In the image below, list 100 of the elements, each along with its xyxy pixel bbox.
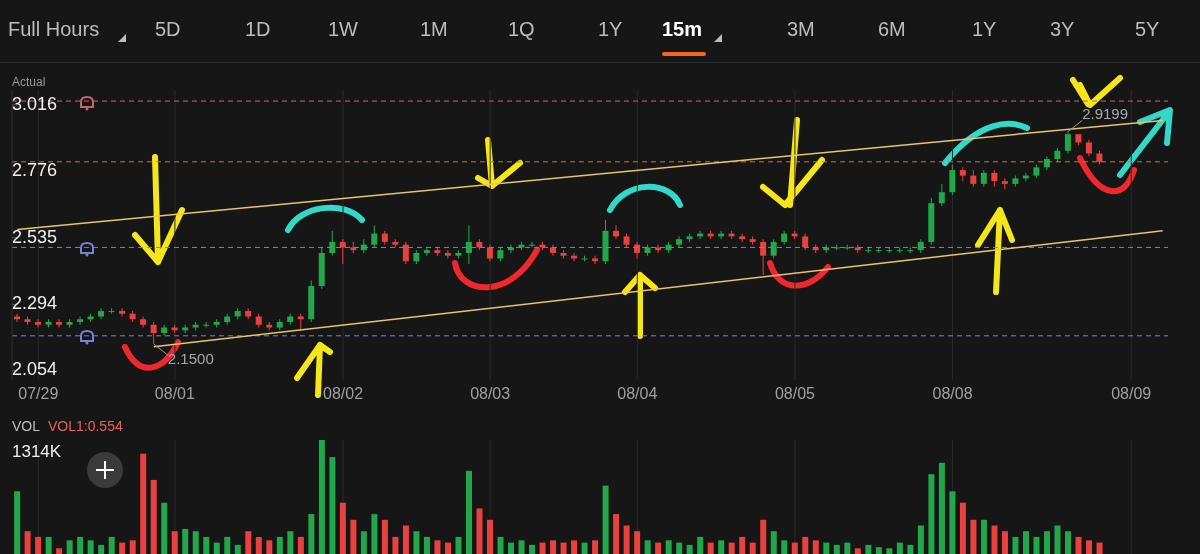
bar bbox=[350, 519, 357, 554]
text: 6M bbox=[878, 18, 906, 41]
bar bbox=[234, 544, 241, 554]
x-tick-label: 08/08 bbox=[932, 385, 973, 403]
bar bbox=[518, 540, 525, 554]
text: 3M bbox=[787, 18, 815, 41]
candlestick bbox=[161, 324, 168, 337]
bar bbox=[1001, 531, 1008, 554]
candlestick bbox=[339, 238, 346, 265]
bar bbox=[655, 542, 662, 554]
bar bbox=[718, 540, 725, 554]
bar bbox=[213, 542, 220, 554]
candlestick bbox=[465, 224, 472, 265]
bar bbox=[812, 540, 819, 554]
candlestick bbox=[140, 315, 147, 329]
candlestick bbox=[371, 224, 378, 248]
bar bbox=[360, 531, 367, 554]
bar bbox=[728, 542, 735, 554]
bar bbox=[487, 519, 494, 554]
bar bbox=[87, 540, 94, 554]
bar bbox=[402, 525, 409, 554]
bar bbox=[592, 540, 599, 554]
bar bbox=[539, 542, 546, 554]
annotation: 2.9199 bbox=[1082, 105, 1129, 123]
bar bbox=[381, 519, 388, 554]
bar bbox=[434, 540, 441, 554]
candlestick bbox=[760, 238, 767, 276]
bar bbox=[161, 502, 168, 554]
candlestick bbox=[949, 164, 956, 196]
bar bbox=[255, 536, 262, 554]
x-tick-label: 07/29 bbox=[18, 385, 59, 403]
bar bbox=[865, 544, 872, 554]
candlestick bbox=[676, 235, 683, 248]
bar bbox=[581, 542, 588, 554]
text: Full Hours bbox=[8, 18, 100, 41]
bar bbox=[959, 502, 966, 554]
bar bbox=[749, 542, 756, 554]
bar bbox=[1043, 531, 1050, 554]
x-tick-label: 08/02 bbox=[323, 385, 364, 403]
y-tick-label: 2.776 bbox=[12, 159, 58, 180]
bar bbox=[560, 542, 567, 554]
bar bbox=[182, 528, 189, 554]
bar bbox=[844, 542, 851, 554]
y-tick-label: 2.054 bbox=[12, 359, 58, 380]
bar bbox=[854, 548, 861, 554]
bar bbox=[150, 479, 157, 554]
y-tick-label: 2.294 bbox=[12, 293, 58, 314]
bar bbox=[529, 544, 536, 554]
candlestick bbox=[444, 249, 451, 259]
bar bbox=[623, 525, 630, 554]
text: 15m bbox=[662, 18, 703, 41]
candlestick bbox=[56, 318, 63, 329]
bar bbox=[697, 536, 704, 554]
bar bbox=[823, 542, 830, 554]
bar bbox=[781, 540, 788, 554]
bar bbox=[770, 531, 777, 554]
bar bbox=[108, 536, 115, 554]
bar bbox=[676, 542, 683, 554]
bar bbox=[56, 548, 63, 554]
text: VOL bbox=[12, 418, 41, 434]
bar bbox=[276, 536, 283, 554]
text: 1Y bbox=[972, 18, 997, 41]
candlestick bbox=[423, 246, 430, 257]
bar bbox=[613, 514, 620, 554]
bar bbox=[739, 536, 746, 554]
bar bbox=[465, 470, 472, 554]
candlestick bbox=[528, 241, 535, 248]
bar bbox=[308, 514, 315, 554]
bar bbox=[203, 536, 210, 554]
bar bbox=[907, 544, 914, 554]
bar bbox=[339, 502, 346, 554]
candlestick bbox=[770, 238, 777, 259]
bar bbox=[329, 457, 336, 554]
bar bbox=[413, 531, 420, 554]
text: 1W bbox=[328, 18, 358, 41]
bar bbox=[1022, 531, 1029, 554]
bar bbox=[644, 540, 651, 554]
bar bbox=[66, 540, 73, 554]
bar bbox=[686, 544, 693, 554]
bar bbox=[444, 542, 451, 554]
text: 1M bbox=[420, 18, 448, 41]
bar bbox=[1075, 536, 1082, 554]
bar bbox=[917, 525, 924, 554]
y-tick-label: 3.016 bbox=[12, 93, 58, 114]
bar bbox=[171, 531, 178, 554]
bar bbox=[970, 519, 977, 554]
text: 5Y bbox=[1135, 18, 1160, 41]
x-tick-label: 08/03 bbox=[470, 385, 511, 403]
candlestick bbox=[613, 224, 620, 240]
candlestick bbox=[402, 241, 409, 265]
bar bbox=[602, 485, 609, 554]
candlestick bbox=[1064, 130, 1071, 155]
candlestick bbox=[1001, 177, 1008, 190]
bar bbox=[119, 542, 126, 554]
candlestick bbox=[938, 183, 945, 207]
bar bbox=[991, 525, 998, 554]
annotation: 1314K bbox=[12, 442, 62, 462]
bar bbox=[287, 531, 294, 554]
x-tick-label: 08/05 bbox=[774, 385, 816, 403]
bar bbox=[476, 508, 483, 554]
